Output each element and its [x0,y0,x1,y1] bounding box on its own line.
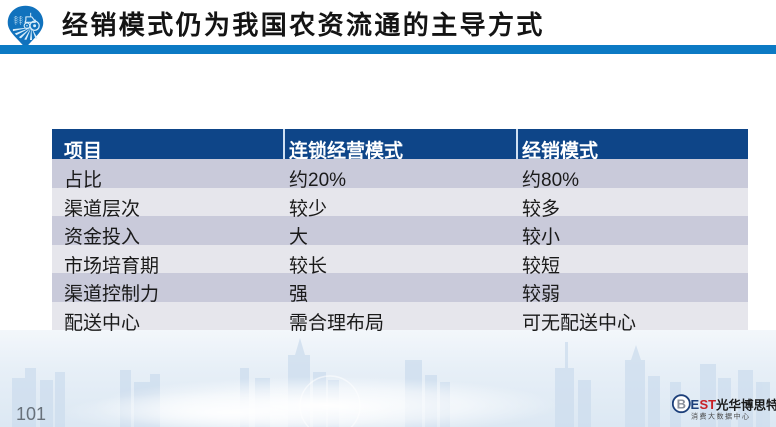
svg-text:消费大数据中心: 消费大数据中心 [691,412,751,421]
svg-text:光华博思特: 光华博思特 [715,397,776,412]
svg-text:ST: ST [700,397,717,412]
svg-text:B: B [677,396,686,411]
svg-text:E: E [691,397,700,412]
